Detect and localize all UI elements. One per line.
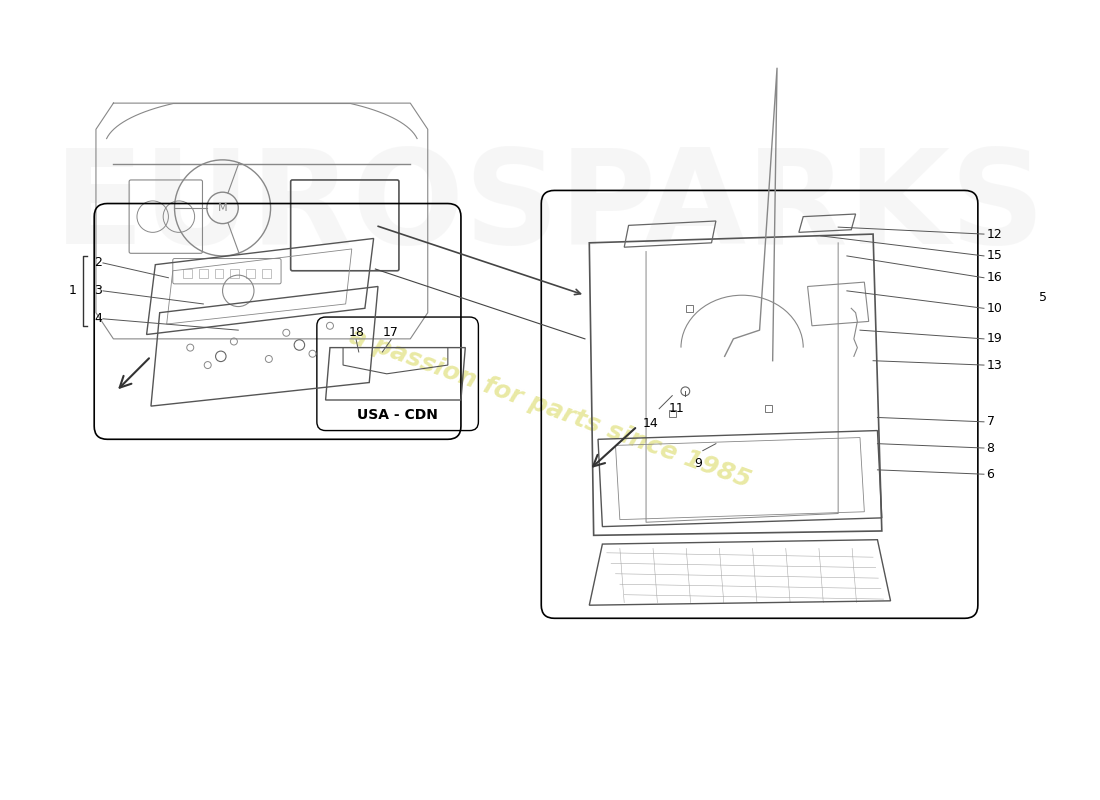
- Text: 13: 13: [987, 358, 1002, 371]
- Text: 3: 3: [95, 284, 102, 298]
- Text: 18: 18: [349, 326, 364, 339]
- Text: 12: 12: [987, 227, 1002, 241]
- Bar: [686, 305, 693, 312]
- Bar: [764, 406, 772, 412]
- Bar: [669, 410, 675, 417]
- Text: 15: 15: [987, 250, 1002, 262]
- Text: EUROSPARKS: EUROSPARKS: [54, 144, 1046, 271]
- Bar: [262, 269, 271, 278]
- Text: 4: 4: [95, 312, 102, 326]
- Text: USA - CDN: USA - CDN: [358, 408, 438, 422]
- Text: 9: 9: [694, 457, 703, 470]
- Text: 5: 5: [1040, 291, 1047, 304]
- Bar: [230, 269, 239, 278]
- Text: M: M: [218, 203, 228, 213]
- Text: 19: 19: [987, 332, 1002, 346]
- Text: 8: 8: [987, 442, 994, 454]
- Bar: [199, 269, 208, 278]
- Text: 6: 6: [987, 468, 994, 481]
- Bar: [246, 269, 255, 278]
- Bar: [184, 269, 192, 278]
- Text: 1: 1: [69, 284, 77, 298]
- Text: 16: 16: [987, 271, 1002, 284]
- Bar: [214, 269, 223, 278]
- Text: 7: 7: [987, 415, 994, 428]
- Text: a passion for parts since 1985: a passion for parts since 1985: [345, 325, 755, 493]
- Text: 2: 2: [95, 257, 102, 270]
- Text: 14: 14: [642, 418, 658, 430]
- Text: 17: 17: [383, 326, 399, 339]
- Text: 11: 11: [669, 402, 684, 414]
- Text: 10: 10: [987, 302, 1002, 315]
